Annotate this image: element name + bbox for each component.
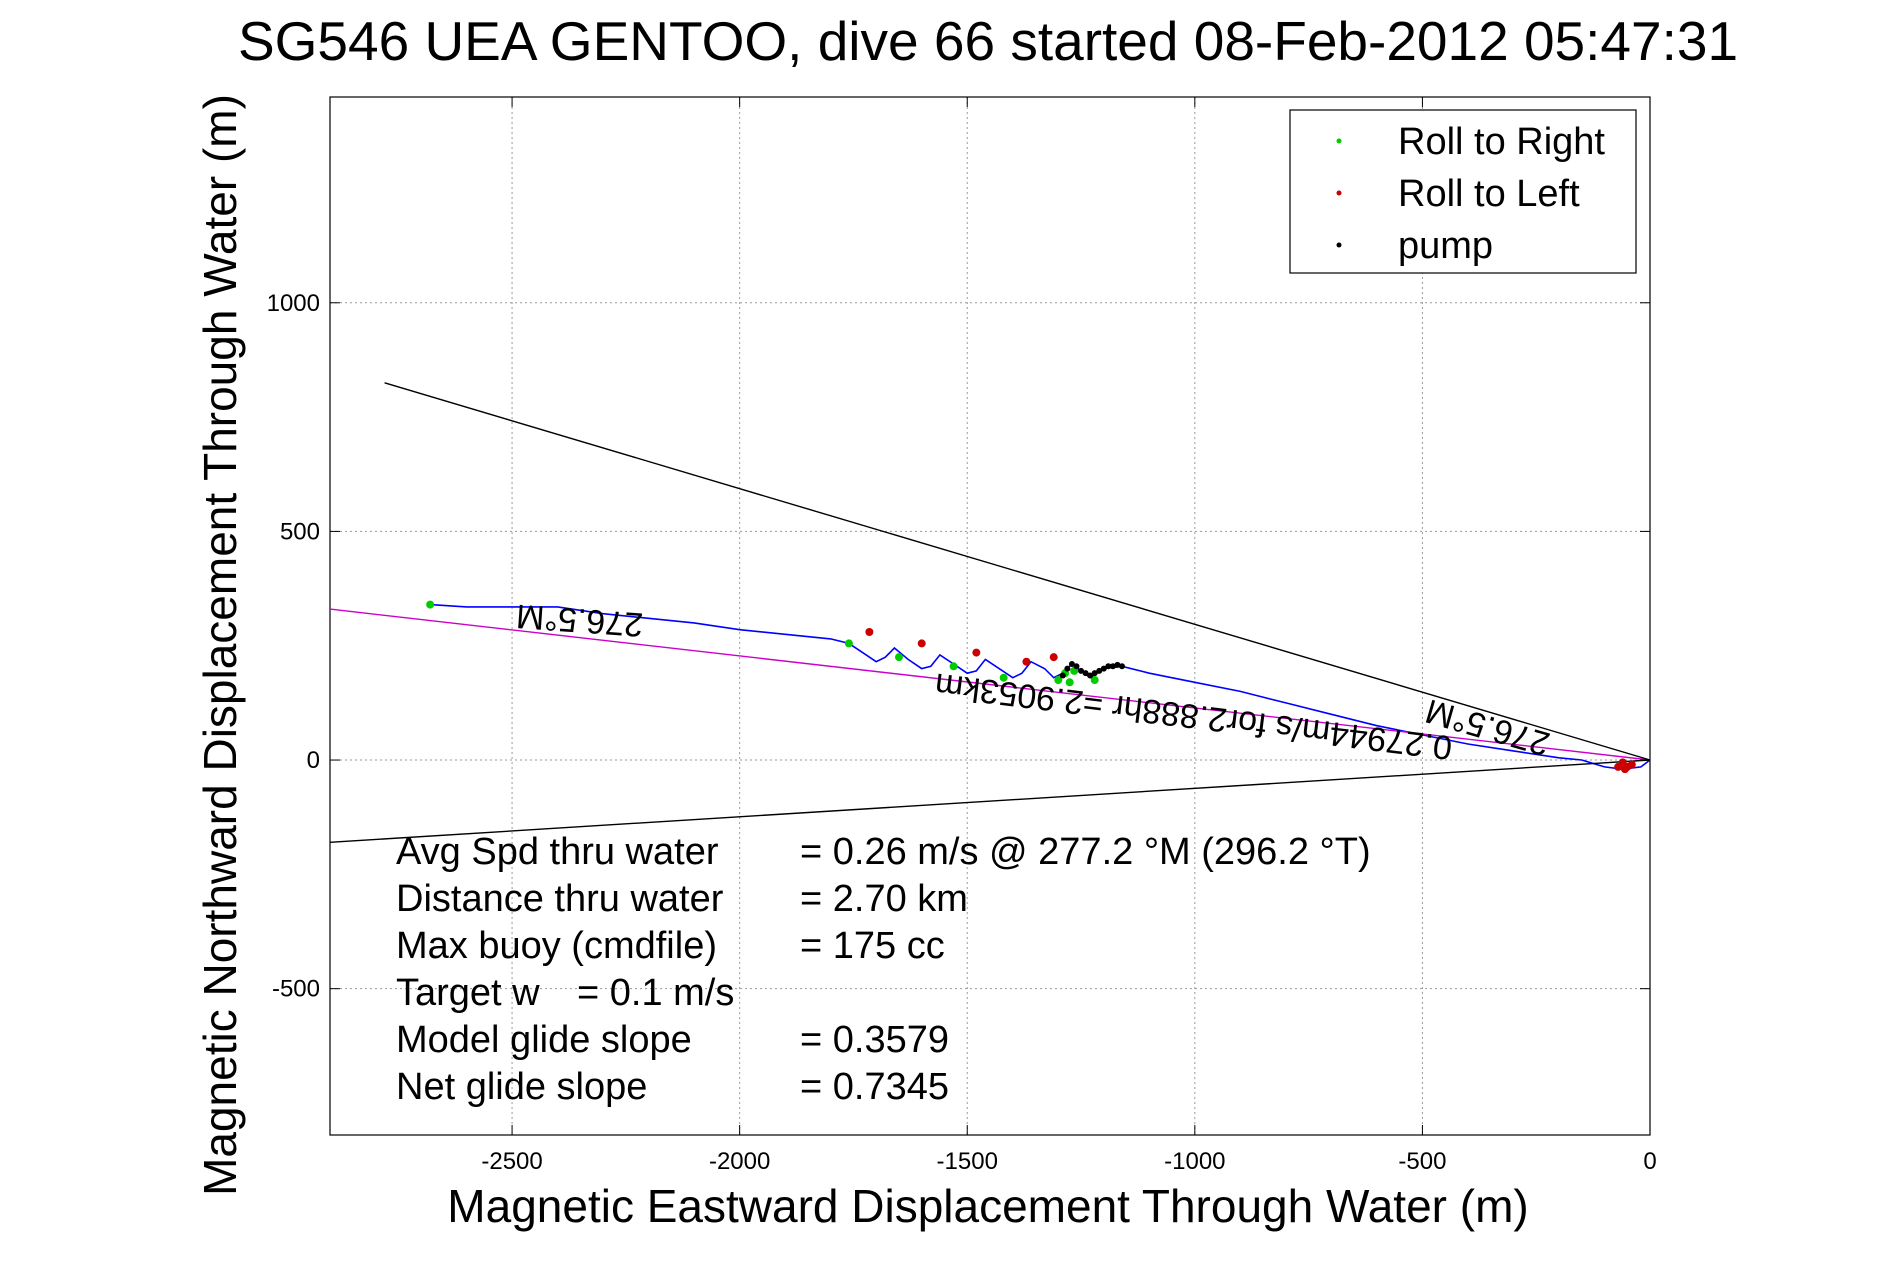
legend-marker bbox=[1336, 242, 1342, 248]
stat-label: Model glide slope bbox=[396, 1019, 692, 1061]
series-line-envelope-lower bbox=[329, 759, 1651, 843]
roll-left-point bbox=[1049, 653, 1058, 662]
chart-title: SG546 UEA GENTOO, dive 66 started 08-Feb… bbox=[238, 10, 1738, 72]
legend-box bbox=[1289, 109, 1637, 274]
legend-label: Roll to Left bbox=[1398, 173, 1580, 215]
stat-value: = 0.1 m/s bbox=[577, 972, 734, 1014]
pump-point bbox=[1119, 663, 1125, 670]
pump-point bbox=[1109, 663, 1116, 670]
stat-label: Avg Spd thru water bbox=[396, 831, 719, 873]
stat-value: = 0.3579 bbox=[800, 1019, 949, 1061]
pump-point bbox=[1082, 670, 1089, 677]
legend-label: Roll to Right bbox=[1398, 121, 1605, 163]
stat-label: Net glide slope bbox=[396, 1066, 647, 1108]
legend-marker bbox=[1336, 190, 1342, 196]
x-tick-label: -1500 bbox=[937, 1148, 998, 1175]
stat-value: = 175 cc bbox=[800, 925, 945, 967]
stat-label: Max buoy (cmdfile) bbox=[396, 925, 717, 967]
roll-left-point bbox=[972, 648, 981, 657]
x-tick-label: 0 bbox=[1643, 1148, 1656, 1175]
roll-right-point bbox=[1090, 676, 1099, 685]
stat-value: = 2.70 km bbox=[800, 878, 968, 920]
x-tick-label: -2000 bbox=[709, 1148, 770, 1175]
pump-point bbox=[1078, 667, 1085, 674]
roll-right-point bbox=[1054, 676, 1063, 685]
pump-point bbox=[1100, 665, 1107, 672]
stats-block: Avg Spd thru water = 0.26 m/s @ 277.2 °M … bbox=[396, 831, 1371, 1108]
pump-point bbox=[1073, 663, 1080, 670]
x-tick-label: -1000 bbox=[1164, 1148, 1225, 1175]
legend-marker bbox=[1336, 138, 1342, 144]
plot-lines bbox=[329, 382, 1651, 843]
roll-right-point bbox=[999, 673, 1008, 682]
series-line-envelope-upper bbox=[384, 382, 1651, 761]
y-tick-label: -500 bbox=[272, 976, 320, 1003]
legend-label: pump bbox=[1398, 225, 1493, 267]
pump-point bbox=[1091, 670, 1098, 677]
plot-markers bbox=[426, 600, 1636, 774]
stat-value: = 0.7345 bbox=[800, 1066, 949, 1108]
plot-area-frame bbox=[329, 96, 1651, 1136]
legend: Roll to Right Roll to Left pump bbox=[1289, 109, 1637, 274]
stat-label: Target w bbox=[396, 972, 540, 1014]
roll-left-point bbox=[1614, 762, 1623, 771]
y-tick-label: 0 bbox=[307, 747, 320, 774]
series-line-heading-276-5-m bbox=[329, 608, 1651, 761]
stat-label: Distance thru water bbox=[396, 878, 724, 920]
roll-right-point bbox=[426, 600, 435, 609]
pump-point bbox=[1064, 665, 1071, 672]
roll-right-point bbox=[894, 653, 903, 662]
roll-right-point bbox=[1065, 678, 1074, 687]
roll-left-point bbox=[1620, 765, 1629, 774]
pump-point bbox=[1068, 661, 1075, 668]
annotation-text: 276.5°M bbox=[515, 597, 644, 644]
y-tick-label: 500 bbox=[280, 518, 320, 545]
roll-left-point bbox=[865, 628, 874, 637]
pump-point bbox=[1059, 672, 1066, 679]
y-tick-label: 1000 bbox=[267, 290, 320, 317]
roll-left-point bbox=[1022, 657, 1031, 666]
stat-value: = 0.26 m/s @ 277.2 °M (296.2 °T) bbox=[800, 831, 1371, 873]
pump-point bbox=[1087, 672, 1094, 679]
x-tick-label: -2500 bbox=[481, 1148, 542, 1175]
x-axis-label: Magnetic Eastward Displacement Through W… bbox=[447, 1180, 1528, 1232]
pump-point bbox=[1096, 667, 1103, 674]
roll-left-point bbox=[917, 639, 926, 648]
roll-right-point bbox=[949, 662, 958, 671]
x-tick-label: -500 bbox=[1398, 1148, 1446, 1175]
pump-point bbox=[1105, 663, 1112, 670]
pump-point bbox=[1114, 661, 1121, 668]
grid bbox=[330, 97, 1651, 1135]
roll-right-point bbox=[844, 639, 853, 648]
axis-ticks: -2500 -2000 -1500 -1000 -500 0 -500 0 500 1000 bbox=[267, 97, 1657, 1175]
y-axis-label: Magnetic Northward Displacement Through … bbox=[194, 94, 246, 1196]
